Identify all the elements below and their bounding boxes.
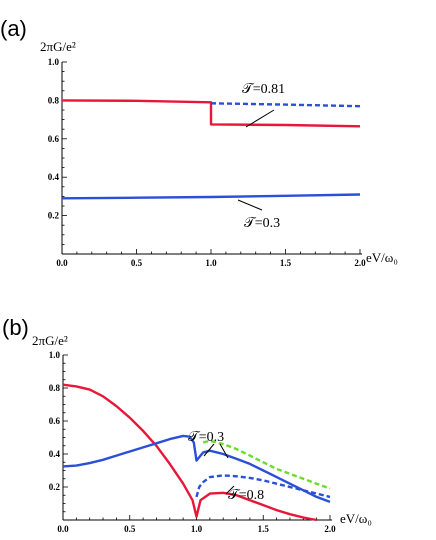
panel-a-annotation-t03: 𝒯=0.3 xyxy=(244,216,280,231)
panel-b-y-tick-label: 1.0 xyxy=(49,350,61,360)
panel-a-series-0-line xyxy=(61,99,361,128)
panel-b-y-tick-label: 0.4 xyxy=(49,449,61,459)
panel-a-x-tick-label: 1.5 xyxy=(280,258,292,268)
panel-a-plot xyxy=(61,99,361,200)
panel-b-annotation-leader-2 xyxy=(203,443,215,457)
panel-a-annotation-leader-2 xyxy=(237,199,263,211)
panel-b-annotation-t08: 𝒯=0.8 xyxy=(228,488,264,503)
panel-a-series-2-line xyxy=(61,193,361,200)
panel-b-label: (b) xyxy=(2,315,29,340)
panel-b-y-tick-label: 0.8 xyxy=(49,383,61,393)
panel-b-ylabel: 2πG/e² xyxy=(32,333,68,348)
panel-b-x-tick-label: 0.5 xyxy=(124,524,136,534)
panel-b-y-tick-label: 0.2 xyxy=(49,482,61,492)
panel-b-axes: 0.0 0.5 1.0 1.5 2.0 0.2 0.4 0.6 0.8 1.0 xyxy=(49,350,336,534)
panel-a-xlabel: eV/ω₀ xyxy=(366,250,398,265)
panel-a-x-tick-label: 0.0 xyxy=(56,258,68,268)
panel-a-x-tick-label: 0.5 xyxy=(131,258,143,268)
panel-a-ylabel: 2πG/e² xyxy=(40,39,76,54)
panel-b-annotation-t03: 𝒯=0.3 xyxy=(188,430,224,445)
panel-b-annotation-leader-3 xyxy=(225,485,235,495)
panel-b-x-tick-label: 1.5 xyxy=(258,524,270,534)
panel-b-series-2-line xyxy=(195,474,331,499)
panel-b-x-tick-label: 2.0 xyxy=(324,524,336,534)
panel-a-label: (a) xyxy=(0,16,27,41)
panel-b-series-3-line xyxy=(202,439,331,490)
panel-b-plot xyxy=(62,383,331,522)
panel-b-series-0-line xyxy=(62,383,317,522)
panel-a-y-tick-label: 0.8 xyxy=(48,95,60,105)
panel-a-series-1-line xyxy=(210,102,361,108)
panel-b-y-tick-label: 0.6 xyxy=(49,416,61,426)
panel-a-x-tick-label: 2.0 xyxy=(354,258,366,268)
panel-b-series-1-line xyxy=(62,434,331,504)
panel-a-y-tick-label: 1.0 xyxy=(48,57,60,67)
panel-b-annotation-leader-1 xyxy=(219,443,229,459)
panel-a-y-tick-label: 0.2 xyxy=(48,211,60,221)
panel-a-y-tick-label: 0.6 xyxy=(48,134,60,144)
panel-a-annotation-leader-1 xyxy=(245,109,275,128)
panel-b: (b) 2πG/e² eV/ω₀ 0.0 0.5 1.0 1.5 2.00.20.40.… xyxy=(2,315,372,534)
panel-a-axes: 0.0 0.5 1.0 1.5 2.0 0.2 0.4 0.6 0.8 1.0 xyxy=(48,57,366,268)
panel-b-x-tick-label: 1.0 xyxy=(191,524,203,534)
panel-a-y-tick-label: 0.4 xyxy=(48,172,60,182)
panel-a: (a) 2πG/e² eV/ω₀ 0.0 0.5 1.0 1.5 2.00.20.40.… xyxy=(0,16,398,268)
panel-b-x-tick-label: 0.0 xyxy=(57,524,69,534)
panel-b-xlabel: eV/ω₀ xyxy=(340,511,372,526)
panel-a-annotation-t081: 𝒯=0.81 xyxy=(242,82,285,97)
panel-a-x-tick-label: 1.0 xyxy=(205,258,217,268)
